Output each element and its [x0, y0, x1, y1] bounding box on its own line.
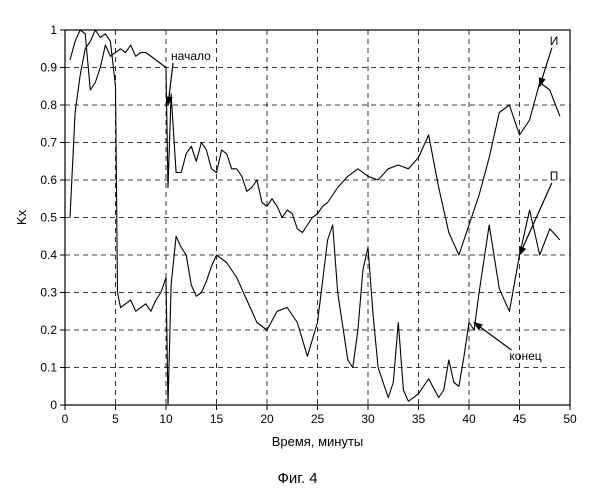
svg-text:0.4: 0.4: [40, 248, 57, 262]
svg-text:0.7: 0.7: [40, 136, 57, 150]
svg-text:15: 15: [210, 412, 224, 426]
svg-text:45: 45: [513, 412, 527, 426]
svg-text:П: П: [550, 169, 559, 183]
chart-figure: 0 5 10 15 20 25 30 35 40 45 50 0 0.1 0.2 0.3 0.4 0.5 0.6 0…: [10, 20, 585, 460]
svg-text:начало: начало: [171, 49, 211, 63]
svg-text:И: И: [550, 34, 559, 48]
svg-text:Время, минуты: Время, минуты: [272, 434, 364, 449]
svg-text:40: 40: [462, 412, 476, 426]
svg-text:0.8: 0.8: [40, 98, 57, 112]
svg-text:0.6: 0.6: [40, 173, 57, 187]
svg-text:50: 50: [563, 412, 577, 426]
chart-svg: 0 5 10 15 20 25 30 35 40 45 50 0 0.1 0.2 0.3 0.4 0.5 0.6 0…: [10, 20, 585, 460]
svg-text:0.2: 0.2: [40, 323, 57, 337]
svg-text:35: 35: [412, 412, 426, 426]
svg-text:25: 25: [311, 412, 325, 426]
figure-caption: Фиг. 4: [0, 470, 595, 487]
svg-text:0.3: 0.3: [40, 286, 57, 300]
svg-text:0.9: 0.9: [40, 61, 57, 75]
svg-text:Kx: Kx: [14, 209, 29, 225]
svg-text:1: 1: [50, 23, 57, 37]
svg-text:0.1: 0.1: [40, 361, 57, 375]
svg-text:10: 10: [159, 412, 173, 426]
svg-text:конец: конец: [509, 349, 541, 363]
svg-text:20: 20: [260, 412, 274, 426]
svg-text:5: 5: [112, 412, 119, 426]
svg-text:30: 30: [361, 412, 375, 426]
svg-text:0.5: 0.5: [40, 211, 57, 225]
svg-text:0: 0: [50, 398, 57, 412]
svg-text:0: 0: [62, 412, 69, 426]
